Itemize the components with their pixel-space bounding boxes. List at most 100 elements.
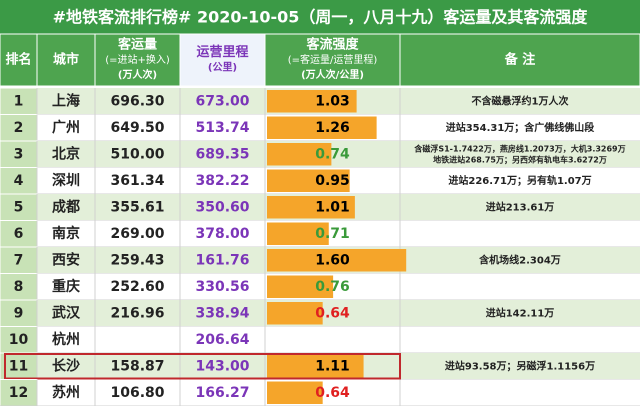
cell-note: 进站142.11万 — [486, 306, 555, 319]
header-text: (公里) — [208, 62, 237, 74]
cell-rank: 7 — [14, 252, 24, 268]
cell-intensity: 1.26 — [315, 120, 350, 136]
header-cell — [94, 33, 181, 87]
cell-city: 苏州 — [52, 384, 80, 401]
highlight-box — [4, 353, 401, 380]
header-cell — [0, 33, 38, 87]
cell-rank: 12 — [9, 385, 28, 401]
cell-intensity: 0.74 — [315, 146, 350, 162]
cell-note: 进站213.61万 — [486, 200, 555, 213]
cell-volume: 355.61 — [110, 199, 164, 215]
intensity-bar — [267, 222, 329, 245]
cell-rank: 8 — [14, 279, 24, 295]
rank-cell — [0, 87, 38, 115]
header-cell — [399, 33, 640, 87]
cell-intensity: 1.01 — [315, 199, 350, 215]
cell-mileage: 166.27 — [195, 385, 249, 401]
cell-intensity: 0.76 — [315, 279, 350, 295]
header-text: 客运量 — [118, 37, 157, 53]
header-text: 运营里程 — [196, 44, 248, 60]
cell-volume: 158.87 — [110, 358, 164, 374]
rank-cell — [0, 379, 38, 406]
cell-note: 不含磁悬浮约1万人次 — [472, 94, 569, 107]
intensity-bar — [267, 381, 323, 404]
cell-city: 西安 — [52, 251, 80, 268]
cell-volume: 649.50 — [110, 120, 164, 136]
header-text: (万人次/公里) — [301, 68, 364, 81]
cell-volume: 252.60 — [110, 279, 164, 295]
header-text: (=客运量/运营里程) — [288, 53, 378, 66]
cell-city: 成都 — [52, 198, 80, 215]
cell-intensity: 1.60 — [315, 252, 350, 268]
cell-mileage: 338.94 — [195, 305, 249, 321]
cell-rank: 1 — [14, 93, 24, 109]
intensity-bar — [267, 355, 364, 378]
cell-intensity: 1.03 — [315, 93, 350, 109]
cell-intensity: 0.71 — [315, 226, 350, 242]
cell-note: 进站226.71万；另有轨1.07万 — [448, 174, 591, 187]
header-text: (万人次) — [118, 68, 157, 81]
header-text: 排名 — [5, 52, 31, 68]
cell-rank: 9 — [14, 305, 24, 321]
header-text: 备 注 — [504, 52, 536, 68]
cell-rank: 4 — [14, 173, 24, 189]
cell-mileage: 673.00 — [195, 93, 249, 109]
intensity-bar — [267, 196, 355, 219]
cell-note: 含磁浮S1-1.7422万，燕房线1.2073万，大机3.3269万 — [414, 143, 625, 153]
cell-mileage: 161.76 — [195, 252, 249, 268]
title: #地铁客流排行榜# 2020-10-05（周一，八月十九）客运量及其客流强度 — [53, 8, 589, 27]
header-text: (=进站+换入) — [105, 53, 170, 66]
cell-volume: 216.96 — [110, 305, 164, 321]
cell-intensity: 0.95 — [315, 173, 350, 189]
intensity-bar — [267, 90, 357, 113]
cell-city: 长沙 — [52, 357, 80, 374]
intensity-bar — [267, 169, 350, 192]
cell-rank: 2 — [14, 120, 24, 136]
cell-city: 上海 — [52, 92, 80, 109]
cell-mileage: 378.00 — [195, 226, 249, 242]
title-bar — [0, 0, 640, 34]
cell-mileage: 513.74 — [195, 120, 249, 136]
rank-cell — [0, 114, 38, 142]
row-bg — [0, 326, 640, 353]
cell-intensity: 0.64 — [315, 385, 350, 401]
cell-mileage: 689.35 — [195, 146, 249, 162]
cell-city: 武汉 — [52, 304, 81, 321]
cell-note: 进站354.31万；含广佛线佛山段 — [446, 121, 595, 134]
header-text: 城市 — [53, 52, 79, 68]
intensity-bar — [267, 143, 332, 166]
intensity-bar — [267, 116, 377, 139]
cell-rank: 11 — [9, 358, 28, 374]
cell-rank: 10 — [9, 332, 29, 348]
cell-city: 杭州 — [52, 331, 80, 348]
intensity-bar — [267, 249, 407, 272]
cell-mileage: 330.56 — [195, 279, 249, 295]
cell-volume: 510.00 — [110, 146, 164, 162]
cell-intensity: 0.64 — [315, 305, 350, 321]
cell-volume: 259.43 — [110, 252, 164, 268]
cell-volume: 696.30 — [110, 93, 164, 109]
cell-city: 南京 — [52, 225, 80, 242]
cell-city: 广州 — [52, 119, 80, 136]
rank-cell — [0, 273, 38, 301]
cell-city: 北京 — [52, 145, 80, 162]
cell-rank: 3 — [14, 146, 24, 162]
header-cell — [264, 33, 401, 87]
cell-volume: 269.00 — [110, 226, 164, 242]
cell-note: 含机场线2.304万 — [479, 253, 561, 266]
cell-note: 进站93.58万；另磁浮1.1156万 — [445, 359, 595, 372]
cell-mileage: 382.22 — [195, 173, 249, 189]
intensity-bar — [267, 302, 323, 325]
cell-mileage: 350.60 — [195, 199, 249, 215]
cell-note: 地铁进站268.75万；另西郊有轨电车3.6272万 — [433, 154, 607, 165]
cell-city: 重庆 — [52, 278, 80, 295]
cell-intensity: 1.11 — [315, 358, 350, 374]
header-text: 客流强度 — [306, 37, 359, 53]
cell-volume: 106.80 — [110, 385, 164, 401]
cell-volume: 361.34 — [110, 173, 164, 189]
cell-rank: 6 — [14, 226, 24, 242]
header-cell — [179, 33, 266, 87]
cell-mileage: 143.00 — [195, 358, 249, 374]
intensity-bar — [267, 275, 334, 298]
